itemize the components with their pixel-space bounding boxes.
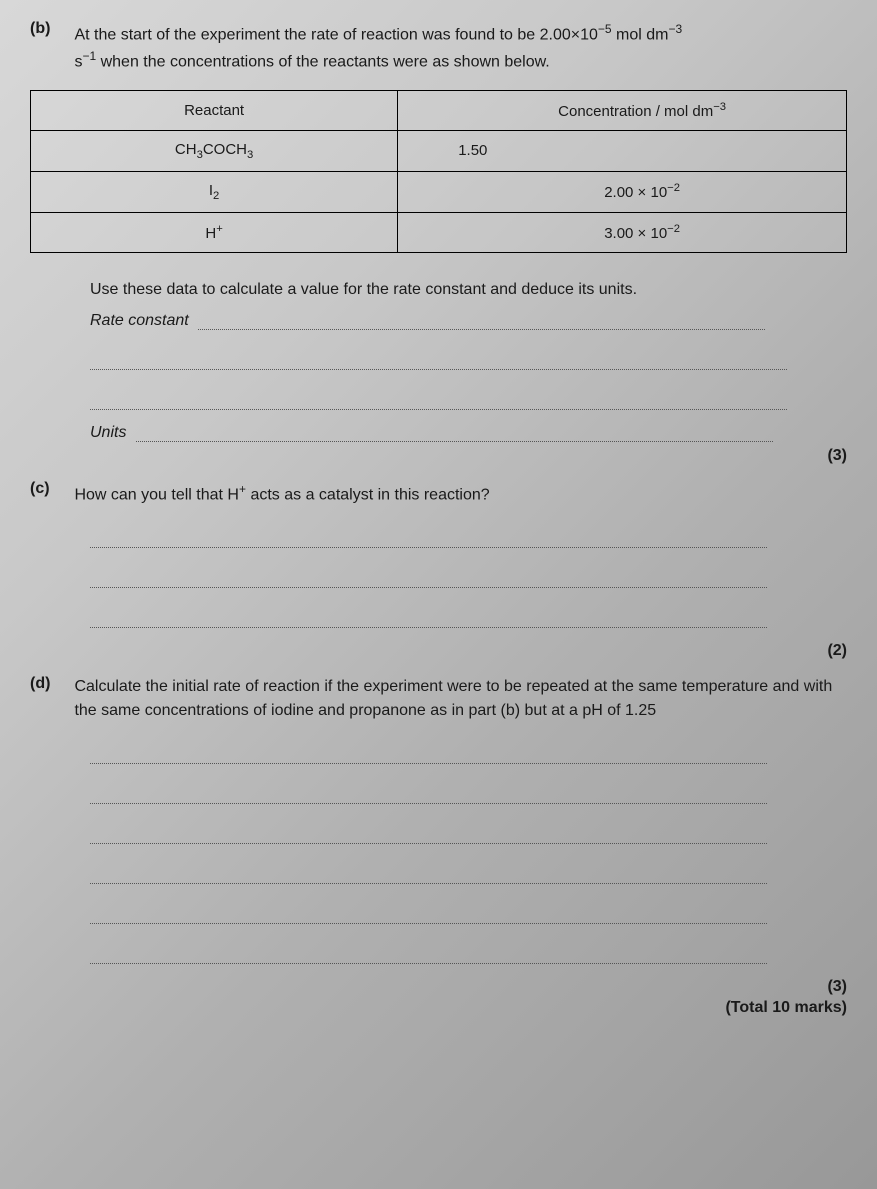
r2-sub1: 2 xyxy=(213,190,219,202)
answer-line[interactable] xyxy=(90,522,767,548)
part-d-marks: (3) xyxy=(30,978,847,996)
header-conc-text: Concentration / mol dm xyxy=(558,103,713,120)
answer-line[interactable] xyxy=(90,898,767,924)
units-row: Units xyxy=(90,424,787,442)
part-c: (c) How can you tell that H+ acts as a c… xyxy=(30,480,847,507)
table-header-row: Reactant Concentration / mol dm−3 xyxy=(31,90,847,130)
answer-line[interactable] xyxy=(90,938,767,964)
part-b-instruction: Use these data to calculate a value for … xyxy=(90,278,787,302)
part-d-text: Calculate the initial rate of reaction i… xyxy=(74,675,841,723)
header-concentration: Concentration / mol dm−3 xyxy=(398,90,847,130)
table-row: I2 2.00 × 10−2 xyxy=(31,171,847,212)
part-c-text-2: acts as a catalyst in this reaction? xyxy=(246,486,490,503)
part-c-sup: + xyxy=(239,482,246,496)
part-b-sup-1: −5 xyxy=(598,22,612,36)
answer-line[interactable] xyxy=(90,344,787,370)
r1-sub2: 3 xyxy=(247,149,253,161)
part-b-text-1: At the start of the experiment the rate … xyxy=(74,26,597,43)
cell-conc-3: 3.00 × 10−2 xyxy=(398,212,847,252)
part-c-label: (c) xyxy=(30,480,70,498)
reactant-table: Reactant Concentration / mol dm−3 CH 3COC… xyxy=(30,90,847,253)
r3-text1: H xyxy=(205,225,216,242)
answer-line[interactable] xyxy=(90,858,767,884)
part-d-label: (d) xyxy=(30,675,70,693)
units-label: Units xyxy=(90,424,126,442)
answer-line[interactable] xyxy=(198,312,765,330)
r1-mid: COCH xyxy=(203,141,247,158)
part-b-text-2: mol dm xyxy=(612,26,669,43)
rate-constant-label: Rate constant xyxy=(90,312,189,330)
c2-text: 2.00 × 10 xyxy=(604,184,667,201)
table-row: H+ 3.00 × 10−2 xyxy=(31,212,847,252)
part-d: (d) Calculate the initial rate of reacti… xyxy=(30,675,847,723)
header-conc-sup: −3 xyxy=(713,101,726,113)
part-b-marks: (3) xyxy=(30,447,847,465)
r3-sup: + xyxy=(216,223,223,235)
part-b-sup-2: −3 xyxy=(668,22,682,36)
part-c-text: How can you tell that H+ acts as a catal… xyxy=(74,480,841,507)
cell-reactant-2: I2 xyxy=(31,171,398,212)
answer-line[interactable] xyxy=(90,384,787,410)
cell-reactant-3: H+ xyxy=(31,212,398,252)
c3-text: 3.00 × 10 xyxy=(604,225,667,242)
table-row: CH3COCH3 1.50 xyxy=(31,130,847,171)
part-b-text-4: when the concentrations of the reactants… xyxy=(96,54,550,71)
c2-sup: −2 xyxy=(667,182,680,194)
part-b-label: (b) xyxy=(30,20,70,38)
answer-line[interactable] xyxy=(90,602,767,628)
answer-line[interactable] xyxy=(90,778,767,804)
part-b: (b) At the start of the experiment the r… xyxy=(30,20,847,75)
c3-sup: −2 xyxy=(667,223,680,235)
part-b-sup-3: −1 xyxy=(82,49,96,63)
part-c-marks: (2) xyxy=(30,642,847,660)
part-b-text: At the start of the experiment the rate … xyxy=(74,20,841,75)
part-c-text-1: How can you tell that H xyxy=(74,486,239,503)
r1-text1: CH xyxy=(175,141,197,158)
answer-line[interactable] xyxy=(90,738,767,764)
header-reactant: Reactant xyxy=(31,90,398,130)
rate-constant-row: Rate constant xyxy=(90,312,787,330)
answer-line[interactable] xyxy=(90,818,767,844)
answer-line[interactable] xyxy=(90,562,767,588)
total-marks: (Total 10 marks) xyxy=(30,999,847,1017)
answer-line[interactable] xyxy=(136,424,773,442)
cell-reactant-1: CH3COCH3 xyxy=(31,130,398,171)
cell-conc-1: 1.50 xyxy=(398,130,847,171)
cell-conc-2: 2.00 × 10−2 xyxy=(398,171,847,212)
